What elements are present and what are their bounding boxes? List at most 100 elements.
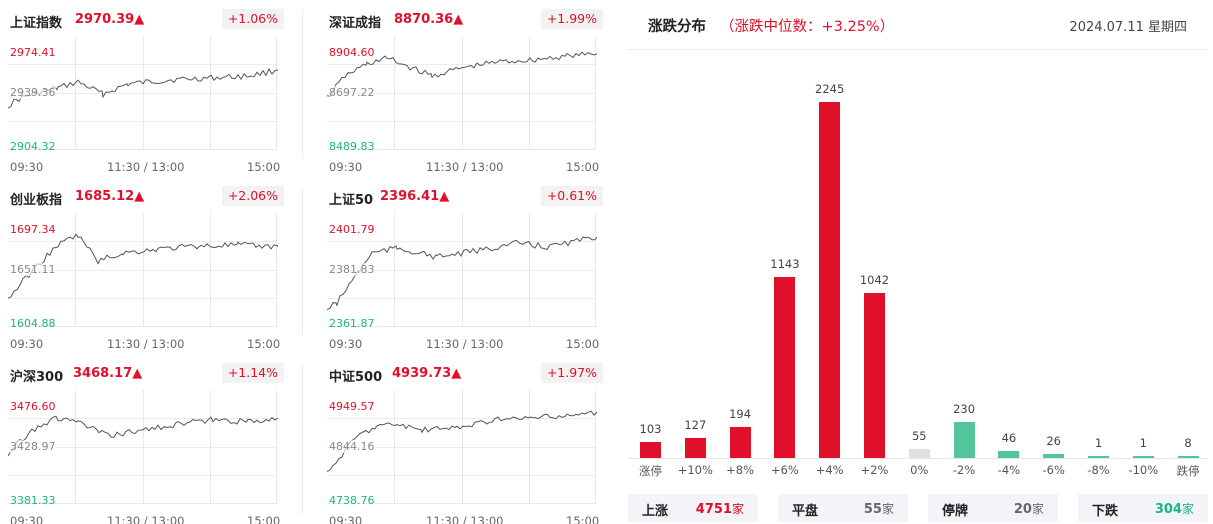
summary-suspended[interactable]: 停牌 20家 bbox=[928, 494, 1058, 522]
time-start-label: 09:30 bbox=[329, 160, 363, 174]
bar-value-label: 55 bbox=[911, 429, 927, 444]
bar-category-label: 涨停 bbox=[639, 464, 662, 478]
intraday-chart[interactable]: 2401.79 2381.83 2361.87 09:30 11:30 / 13… bbox=[327, 213, 603, 351]
distribution-bar[interactable] bbox=[774, 276, 796, 458]
bar-category-label: -8% bbox=[1087, 463, 1110, 477]
y-max-label: 4949.57 bbox=[329, 400, 375, 413]
y-mid-label: 2381.83 bbox=[329, 263, 375, 276]
index-panel-sz[interactable]: 深证成指 8870.36▲ +1.99% 8904.60 8697.22 848… bbox=[327, 8, 603, 176]
intraday-chart[interactable]: 8904.60 8697.22 8489.83 09:30 11:30 / 13… bbox=[327, 36, 603, 174]
intraday-chart[interactable]: 2974.41 2939.36 2904.32 09:30 11:30 / 13… bbox=[8, 36, 284, 174]
distribution-bar[interactable] bbox=[1043, 453, 1065, 458]
up-arrow-icon: ▲ bbox=[134, 12, 145, 27]
distribution-bar[interactable] bbox=[729, 427, 751, 458]
price-polyline bbox=[327, 236, 597, 311]
price-polyline bbox=[8, 415, 278, 457]
summary-flat[interactable]: 平盘 55家 bbox=[778, 494, 908, 522]
y-min-label: 8489.83 bbox=[329, 140, 375, 153]
price-line bbox=[8, 233, 278, 299]
time-end-label: 15:00 bbox=[247, 337, 281, 351]
summary-value: 55家 bbox=[863, 502, 894, 517]
bar-category-label: -2% bbox=[952, 463, 976, 477]
index-value: 2396.41▲ bbox=[380, 189, 450, 204]
intraday-chart[interactable]: 3476.60 3428.97 3381.33 09:30 11:30 / 13… bbox=[8, 390, 284, 524]
divider bbox=[628, 49, 1208, 50]
bar-value-label: 8 bbox=[1184, 436, 1192, 450]
index-panel-hs300[interactable]: 沪深300 3468.17▲ +1.14% 3476.60 3428.97 33… bbox=[8, 362, 284, 524]
bar-category-label: +6% bbox=[770, 463, 799, 477]
time-end-label: 15:00 bbox=[247, 160, 281, 174]
index-panel-cyb[interactable]: 创业板指 1685.12▲ +2.06% 1697.34 1651.11 160… bbox=[8, 185, 284, 353]
time-start-label: 09:30 bbox=[329, 337, 363, 351]
bar-category-label: 0% bbox=[910, 463, 929, 477]
bar-category-label: -4% bbox=[997, 463, 1021, 477]
index-value: 4939.73▲ bbox=[392, 366, 462, 381]
index-name: 沪深300 bbox=[10, 370, 64, 385]
summary-down[interactable]: 下跌 304家 bbox=[1078, 494, 1208, 522]
index-panel-sh[interactable]: 上证指数 2970.39▲ +1.06% 2974.41 2939.36 290… bbox=[8, 8, 284, 176]
bar-category-label: +2% bbox=[860, 463, 889, 477]
y-max-label: 3476.60 bbox=[10, 400, 56, 413]
index-value: 1685.12▲ bbox=[75, 189, 145, 204]
y-min-label: 1604.88 bbox=[10, 317, 56, 330]
time-mid-label: 11:30 / 13:00 bbox=[107, 337, 185, 351]
distribution-bar[interactable] bbox=[953, 421, 975, 458]
y-min-label: 2904.32 bbox=[10, 140, 56, 153]
summary-label: 上涨 bbox=[642, 504, 669, 519]
distribution-bar[interactable] bbox=[819, 102, 841, 458]
index-header: 深证成指 8870.36▲ +1.99% bbox=[327, 8, 603, 32]
index-value: 8870.36▲ bbox=[394, 12, 464, 27]
bar-value-label: 2245 bbox=[815, 82, 845, 96]
summary-up[interactable]: 上涨 4751家 bbox=[628, 494, 758, 522]
intraday-chart[interactable]: 4949.57 4844.16 4738.76 09:30 11:30 / 13… bbox=[327, 390, 603, 524]
bar-value-label: 127 bbox=[684, 417, 707, 432]
distribution-bar[interactable] bbox=[1088, 456, 1109, 458]
y-max-label: 1697.34 bbox=[10, 223, 56, 236]
bar-value-label: 26 bbox=[1046, 433, 1061, 448]
distribution-bar[interactable] bbox=[864, 292, 885, 458]
summary-value: 20家 bbox=[1013, 502, 1044, 517]
index-name: 上证50 bbox=[329, 193, 374, 208]
intraday-chart[interactable]: 1697.34 1651.11 1604.88 09:30 11:30 / 13… bbox=[8, 213, 284, 351]
up-arrow-icon: ▲ bbox=[132, 366, 143, 381]
index-change-badge: +1.99% bbox=[540, 9, 603, 29]
bar-category-label: -6% bbox=[1042, 463, 1065, 477]
distribution-bar[interactable] bbox=[908, 449, 930, 458]
distribution-bar[interactable] bbox=[684, 437, 706, 458]
index-change-badge: +1.06% bbox=[221, 9, 284, 29]
bar-category-label: +4% bbox=[815, 463, 844, 477]
time-end-label: 15:00 bbox=[566, 337, 600, 351]
time-mid-label: 11:30 / 13:00 bbox=[426, 514, 504, 524]
y-mid-label: 4844.16 bbox=[329, 440, 375, 453]
summary-label: 下跌 bbox=[1092, 504, 1119, 519]
y-max-label: 2974.41 bbox=[10, 46, 56, 59]
distribution-bar[interactable] bbox=[1132, 456, 1154, 458]
bar-value-label: 1143 bbox=[770, 256, 800, 271]
up-arrow-icon: ▲ bbox=[134, 189, 145, 204]
price-line bbox=[327, 236, 597, 311]
bar-value-label: 103 bbox=[639, 421, 662, 436]
time-start-label: 09:30 bbox=[329, 514, 363, 524]
y-mid-label: 8697.22 bbox=[329, 86, 375, 99]
index-panel-zz500[interactable]: 中证500 4939.73▲ +1.97% 4949.57 4844.16 47… bbox=[327, 362, 603, 524]
price-polyline bbox=[327, 51, 597, 97]
y-min-label: 4738.76 bbox=[329, 494, 375, 507]
time-mid-label: 11:30 / 13:00 bbox=[426, 337, 504, 351]
distribution-bar[interactable] bbox=[1177, 456, 1199, 458]
distribution-bar[interactable] bbox=[640, 441, 661, 458]
y-mid-label: 2939.36 bbox=[10, 86, 56, 99]
index-header: 上证指数 2970.39▲ +1.06% bbox=[8, 8, 284, 32]
y-mid-label: 3428.97 bbox=[10, 440, 56, 453]
time-end-label: 15:00 bbox=[566, 514, 600, 524]
price-line bbox=[327, 51, 597, 97]
bar-value-label: 230 bbox=[953, 401, 976, 416]
time-start-label: 09:30 bbox=[10, 160, 44, 174]
index-panel-sz50[interactable]: 上证50 2396.41▲ +0.61% 2401.79 2381.83 236… bbox=[327, 185, 603, 353]
index-change-badge: +1.97% bbox=[540, 363, 603, 383]
column-divider bbox=[302, 10, 303, 158]
up-arrow-icon: ▲ bbox=[453, 12, 464, 27]
time-mid-label: 11:30 / 13:00 bbox=[426, 160, 504, 174]
up-arrow-icon: ▲ bbox=[439, 189, 450, 204]
index-header: 创业板指 1685.12▲ +2.06% bbox=[8, 185, 284, 209]
distribution-bar[interactable] bbox=[998, 450, 1020, 458]
